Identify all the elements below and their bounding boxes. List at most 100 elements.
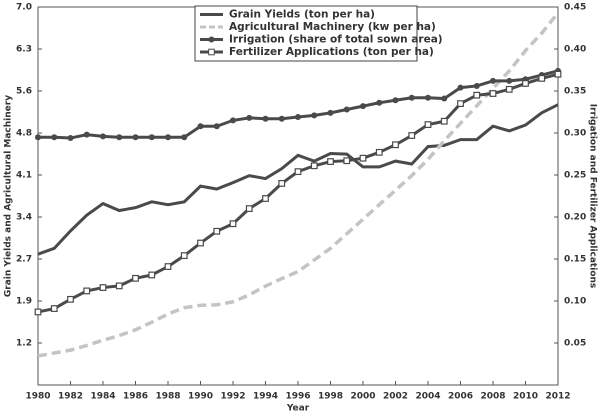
x-tick-label: 2012 <box>545 392 570 402</box>
x-tick-label: 1996 <box>285 392 310 402</box>
legend-marker <box>208 48 215 56</box>
plot-frame <box>37 6 559 386</box>
point-marker <box>148 271 156 279</box>
point-marker <box>538 74 546 82</box>
y2-tick-label: 0.45 <box>564 3 586 13</box>
point-marker <box>489 90 497 97</box>
point-marker <box>278 180 286 187</box>
y2-axis-label: Irrigation and Fertilizer Applications <box>588 104 598 289</box>
y-tick-label: 7.0 <box>16 3 32 13</box>
point-marker <box>392 141 399 149</box>
x-tick-label: 1986 <box>123 392 148 402</box>
point-marker <box>311 112 318 119</box>
point-marker <box>343 106 350 113</box>
y-tick-label: 5.6 <box>16 86 32 96</box>
point-marker <box>213 123 220 130</box>
point-marker <box>375 148 383 156</box>
point-marker <box>181 134 188 141</box>
x-tick-label: 1984 <box>90 392 115 402</box>
point-marker <box>457 100 464 108</box>
point-marker <box>83 131 90 138</box>
point-marker <box>490 77 496 84</box>
point-marker <box>50 305 58 312</box>
y2-tick-label: 0.20 <box>564 213 586 223</box>
y2-tick-label: 0.10 <box>564 297 586 307</box>
y-tick-label: 1.2 <box>16 339 32 349</box>
point-marker <box>506 77 513 84</box>
point-marker <box>197 123 204 130</box>
point-marker <box>83 287 91 295</box>
point-marker <box>473 82 480 89</box>
point-marker <box>230 117 236 124</box>
point-marker <box>424 121 432 129</box>
point-marker <box>327 109 334 116</box>
point-marker <box>440 117 448 125</box>
legend-label: Grain Yields (ton per ha) <box>229 9 375 21</box>
series-line <box>37 72 559 314</box>
point-marker <box>522 80 529 87</box>
y2-tick-label: 0.40 <box>564 45 586 55</box>
legend-marker <box>208 36 215 43</box>
x-tick-label: 2006 <box>448 392 473 402</box>
y-tick-label: 4.8 <box>16 129 32 139</box>
point-marker <box>408 94 415 101</box>
point-marker <box>457 84 464 91</box>
point-marker <box>67 295 74 303</box>
y2-tick-label: 0.30 <box>564 129 586 139</box>
x-tick-label: 1994 <box>253 392 278 402</box>
x-tick-label: 2002 <box>383 392 408 402</box>
y-tick-label: 1.9 <box>16 297 32 307</box>
point-marker <box>34 308 42 316</box>
y2-tick-label: 0.25 <box>564 171 586 181</box>
point-marker <box>35 134 41 141</box>
point-marker <box>360 103 366 110</box>
point-marker <box>278 115 285 122</box>
x-tick-label: 2008 <box>480 392 505 402</box>
series-line <box>37 103 559 256</box>
x-tick-label: 1980 <box>25 392 50 402</box>
point-marker <box>554 70 562 78</box>
point-marker <box>148 134 155 141</box>
point-marker <box>473 91 481 99</box>
point-marker <box>132 274 139 282</box>
y2-tick-label: 0.05 <box>564 339 586 349</box>
series-line <box>37 11 560 358</box>
point-marker <box>441 95 448 102</box>
point-marker <box>180 252 188 260</box>
y-tick-label: 2.7 <box>16 254 32 264</box>
y-tick-label: 4.1 <box>16 171 32 181</box>
point-marker <box>213 227 221 235</box>
point-marker <box>262 115 269 122</box>
point-marker <box>164 263 172 270</box>
point-marker <box>229 220 237 228</box>
point-marker <box>359 154 367 162</box>
point-marker <box>100 133 106 140</box>
point-marker <box>197 239 204 247</box>
point-marker <box>294 168 302 176</box>
point-marker <box>67 135 74 142</box>
x-tick-label: 1982 <box>58 392 83 402</box>
point-marker <box>392 97 399 104</box>
y2-tick-label: 0.35 <box>564 87 586 97</box>
x-tick-label: 1988 <box>155 392 180 402</box>
point-marker <box>408 132 416 139</box>
legend-label: Agricultural Machinery (kw per ha) <box>229 21 436 33</box>
point-marker <box>51 134 58 141</box>
point-marker <box>505 85 513 93</box>
point-marker <box>116 134 123 141</box>
x-tick-label: 1992 <box>220 392 245 402</box>
point-marker <box>262 195 269 202</box>
y-axis-label: Grain Yields and Agricultural Machinery <box>4 95 14 297</box>
x-axis-label: Year <box>286 404 310 414</box>
legend-label: Irrigation (share of total sown area) <box>229 34 443 46</box>
point-marker <box>132 134 139 141</box>
y-tick-label: 6.3 <box>16 44 32 54</box>
x-tick-label: 1990 <box>188 392 213 402</box>
point-marker <box>425 94 431 101</box>
point-marker <box>99 284 107 291</box>
x-tick-label: 2010 <box>513 392 538 402</box>
point-marker <box>310 162 318 170</box>
point-marker <box>376 99 383 106</box>
point-marker <box>165 134 171 141</box>
